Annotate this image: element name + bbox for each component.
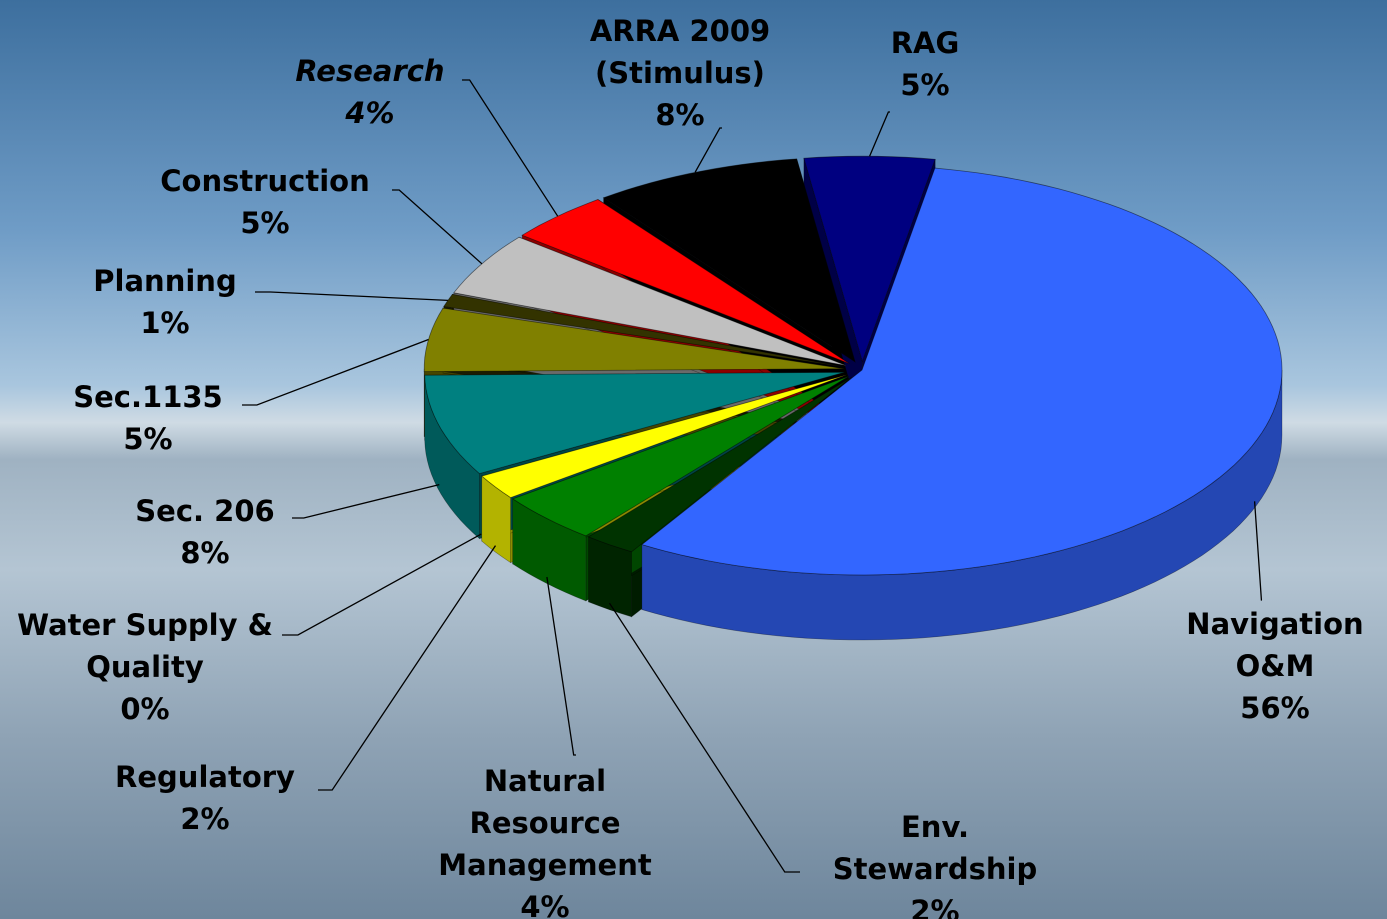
leader-line [282, 533, 482, 636]
slice [511, 375, 850, 537]
slice [453, 236, 847, 366]
leader-line [462, 79, 559, 217]
leader-line [392, 189, 483, 265]
slice-tops [423, 155, 1283, 576]
category-label: Research [295, 54, 445, 88]
leader-line [546, 576, 576, 756]
value-label: 5% [123, 422, 173, 457]
leader-line [242, 338, 429, 406]
value-label: 5% [240, 206, 290, 241]
value-label: 4% [520, 890, 570, 919]
leader-line [694, 127, 722, 173]
leader-lines [242, 79, 1263, 873]
leader-line [318, 545, 497, 791]
value-label: 1% [140, 306, 190, 341]
data-label: RAG 5% [845, 22, 1005, 106]
category-label: Planning [93, 264, 237, 298]
value-label: 0% [120, 692, 170, 727]
slice [480, 374, 848, 499]
value-label: 2% [910, 894, 960, 919]
category-label: Natural Resource Management [438, 764, 652, 883]
data-label: Sec. 206 8% [105, 490, 305, 574]
leader-line [608, 602, 800, 873]
category-label: Navigation O&M [1186, 607, 1364, 684]
value-label: 56% [1240, 691, 1310, 726]
category-label: Sec. 206 [135, 494, 275, 528]
leader-line [1253, 501, 1263, 601]
data-label: Water Supply & Quality 0% [0, 604, 290, 730]
category-label: Water Supply & Quality [17, 608, 273, 685]
category-label: RAG [890, 26, 960, 60]
value-label: 2% [180, 802, 230, 837]
category-label: Env. Stewardship [832, 810, 1038, 887]
category-label: Construction [160, 164, 370, 198]
data-label: Regulatory 2% [75, 756, 335, 840]
value-label: 4% [345, 96, 395, 131]
slice [424, 371, 845, 475]
slice [423, 307, 845, 373]
data-label: ARRA 2009 (Stimulus) 8% [560, 10, 800, 136]
slice [587, 376, 852, 553]
slice [803, 155, 936, 363]
data-label: Sec.1135 5% [48, 376, 248, 460]
data-label: Planning 1% [65, 260, 265, 344]
category-label: Regulatory [115, 760, 295, 794]
data-label: Navigation O&M 56% [1175, 603, 1375, 729]
category-label: Sec.1135 [73, 380, 223, 414]
leader-line [255, 291, 448, 302]
category-label: ARRA 2009 (Stimulus) [589, 14, 771, 91]
data-label: Research 4% [260, 50, 480, 134]
data-label: Construction 5% [135, 160, 395, 244]
slice-walls [423, 368, 1283, 641]
value-label: 8% [655, 98, 705, 133]
value-label: 8% [180, 536, 230, 571]
value-label: 5% [900, 68, 950, 103]
slice [602, 158, 856, 363]
leader-line [869, 111, 890, 157]
data-label: Natural Resource Management 4% [435, 760, 655, 919]
leader-line [292, 483, 440, 519]
slice [641, 167, 1283, 576]
data-label: Env. Stewardship 2% [800, 806, 1070, 919]
